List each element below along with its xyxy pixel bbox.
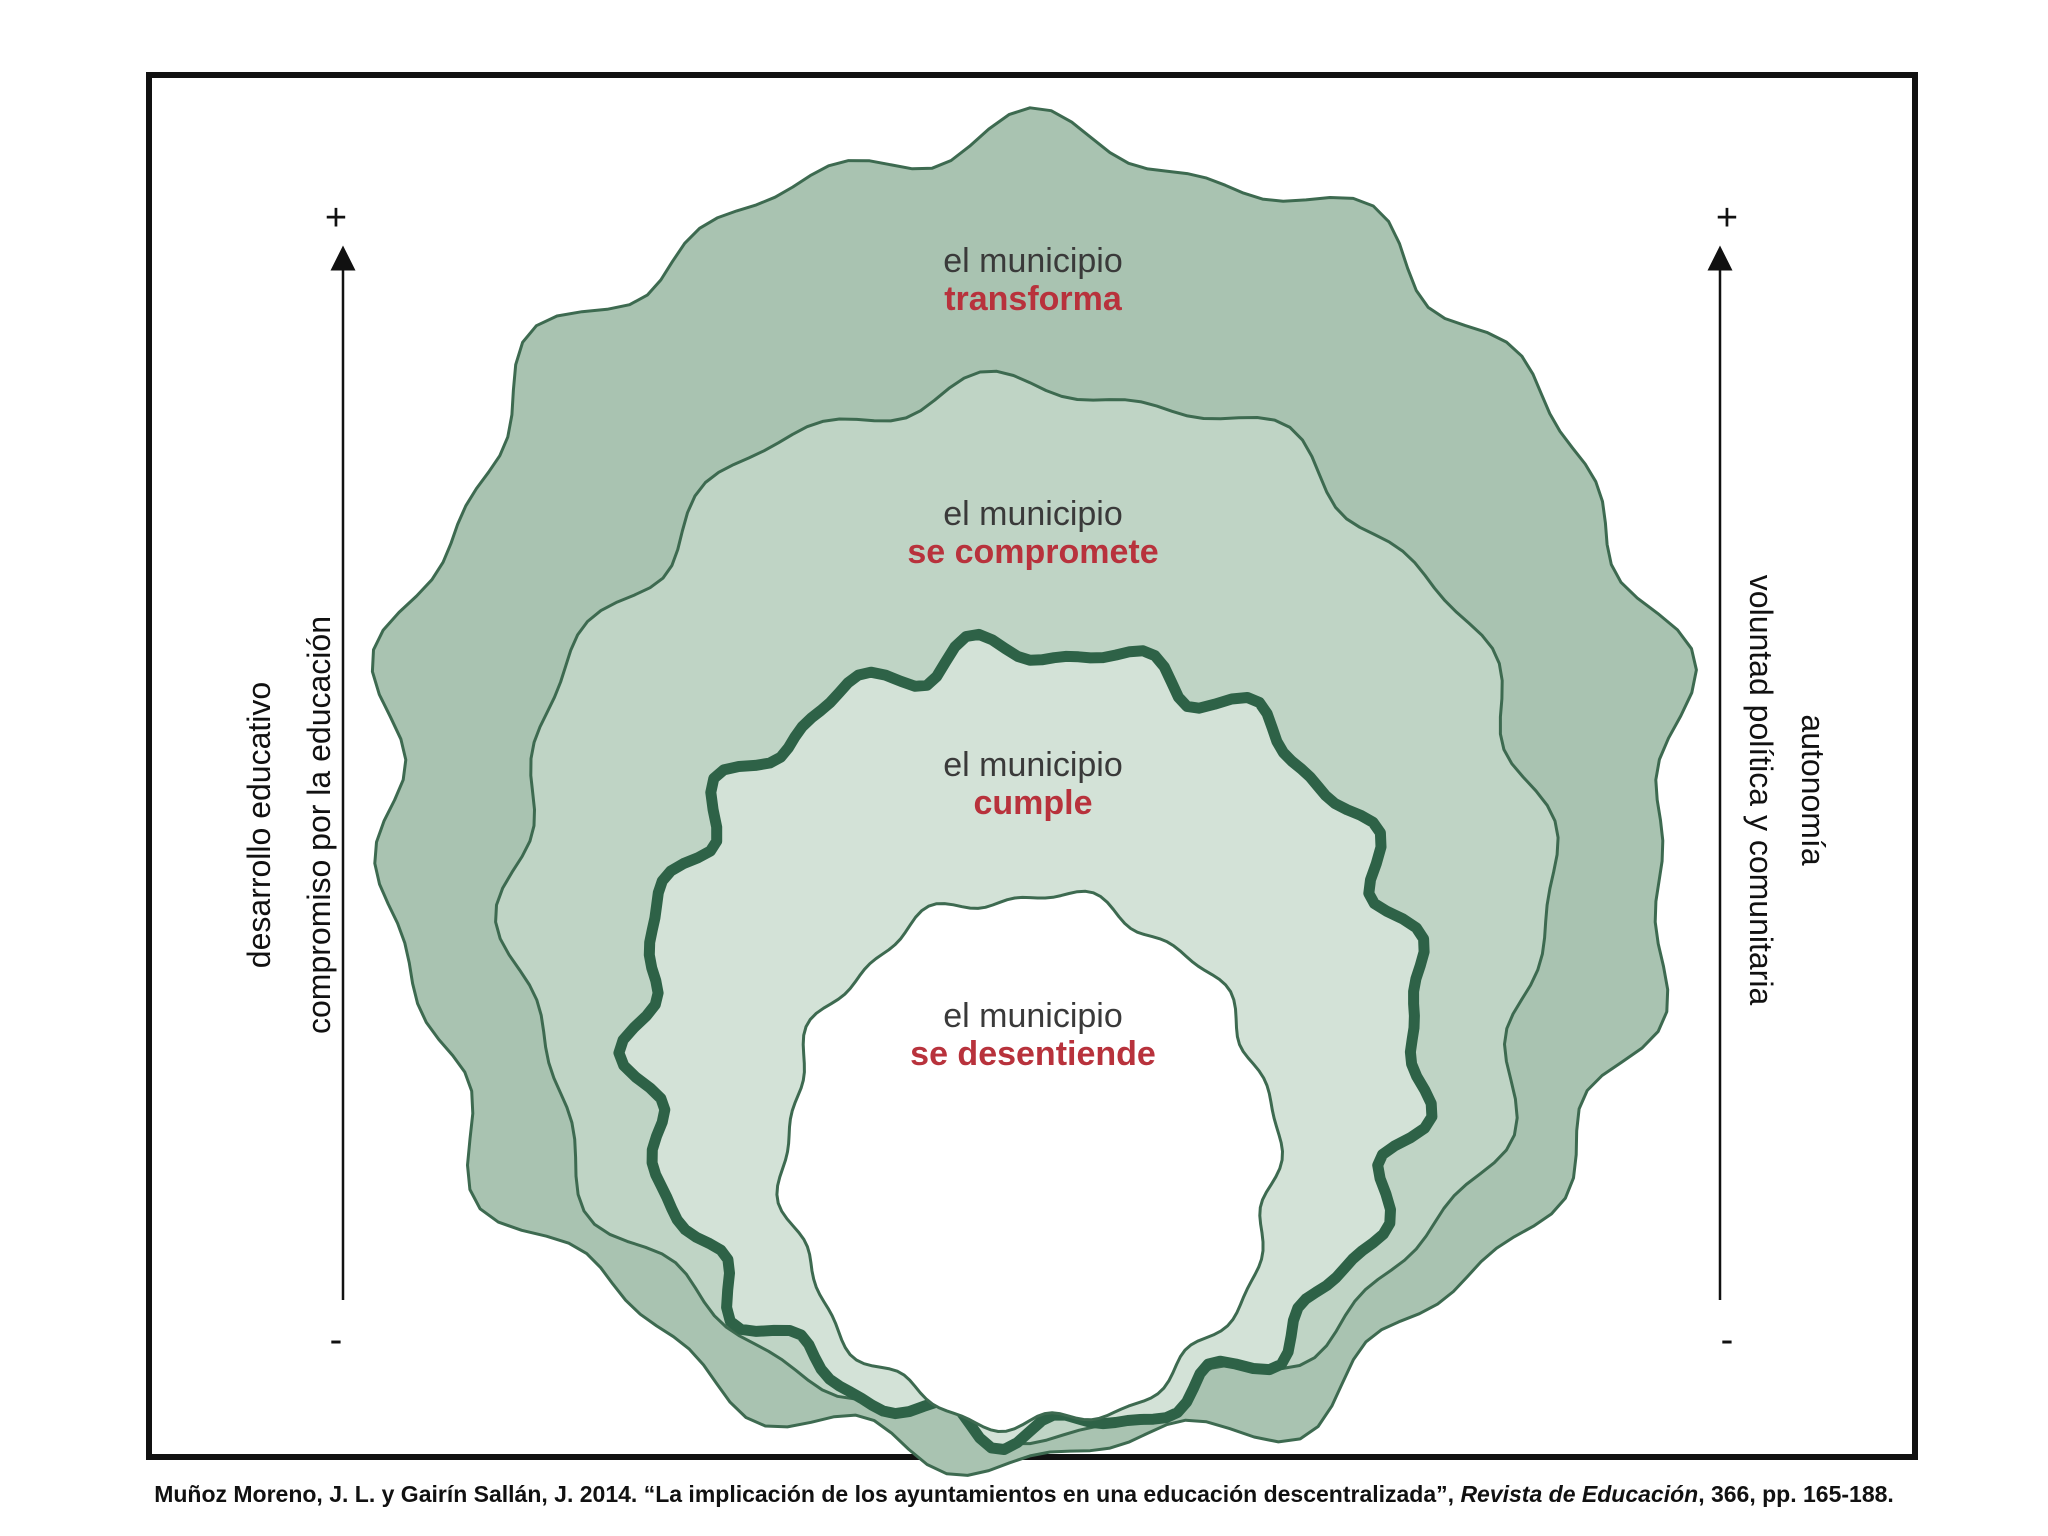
right-axis-plus-sign: + (1716, 197, 1738, 239)
citation-authors: Muñoz Moreno, J. L. y Gairín Sallán, J. … (154, 1481, 1461, 1507)
stage-cumple-line1: el municipio (943, 746, 1123, 784)
right-axis-minus-sign: - (1721, 1319, 1734, 1361)
stage-se-desentiende-line1: el municipio (943, 997, 1123, 1035)
left-axis-label-inner: compromiso por la educación (301, 616, 337, 1034)
stage-se-compromete-line2: se compromete (907, 533, 1158, 571)
right-axis-label-inner: voluntad política y comunitaria (1743, 575, 1779, 1006)
citation-pages: , 366, pp. 165-188. (1698, 1481, 1894, 1507)
center-ring-se-desentiende (775, 889, 1284, 1433)
citation-journal: Revista de Educación (1460, 1481, 1699, 1507)
citation: Muñoz Moreno, J. L. y Gairín Sallán, J. … (0, 1481, 2048, 1508)
left-axis-plus-sign: + (325, 197, 347, 239)
stage-cumple-line2: cumple (973, 784, 1092, 822)
stage-transforma-line2: transforma (944, 280, 1123, 318)
left-axis-minus-sign: - (330, 1319, 343, 1361)
left-axis-label-outer: desarrollo educativo (241, 682, 277, 968)
right-axis-label-outer: autonomía (1795, 714, 1831, 865)
stage-se-compromete-line1: el municipio (943, 495, 1123, 533)
stage-se-desentiende-line2: se desentiende (910, 1035, 1156, 1073)
stage-transforma-line1: el municipio (943, 242, 1123, 280)
